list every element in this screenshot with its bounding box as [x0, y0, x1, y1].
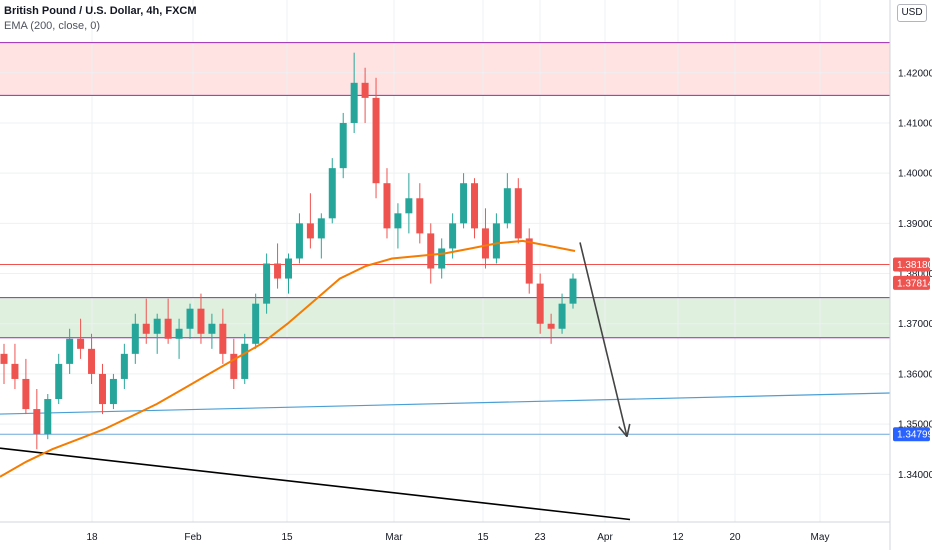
candle [219, 308, 227, 364]
candle [274, 243, 282, 289]
price-marker-label: 1.38180 [897, 260, 932, 271]
candle [350, 52, 358, 134]
time-tick-label: 23 [534, 532, 546, 543]
candle [295, 213, 303, 264]
candle [186, 303, 194, 339]
price-marker [893, 427, 930, 442]
price-tick-label: 1.40000 [898, 169, 932, 180]
currency-button[interactable]: USD [897, 4, 927, 22]
candle [252, 293, 260, 349]
candle [481, 208, 489, 269]
candle [55, 353, 63, 405]
candle [460, 173, 468, 229]
resistance-zone [0, 42, 890, 96]
price-tick-label: 1.42000 [898, 68, 932, 79]
projection-arrow-head [618, 426, 628, 438]
candle [372, 77, 380, 199]
candle [427, 223, 435, 284]
candle [153, 313, 161, 354]
time-tick-label: May [811, 532, 830, 543]
candle [98, 363, 106, 415]
projection-arrow [579, 242, 628, 437]
candle [525, 228, 533, 294]
chart-title: British Pound / U.S. Dollar, 4h, FXCM [4, 5, 197, 17]
time-tick-label: 20 [729, 532, 741, 543]
candle [558, 293, 566, 334]
candle [109, 373, 117, 410]
price-tick-label: 1.38000 [898, 269, 932, 280]
candle [197, 293, 205, 344]
price-marker [893, 275, 930, 290]
price-tick-label: 1.36000 [898, 369, 932, 380]
price-tick-label: 1.37000 [898, 319, 932, 330]
price-tick-label: 1.39000 [898, 219, 932, 230]
candle [492, 213, 500, 264]
candle [88, 333, 96, 384]
candle [263, 253, 271, 314]
projection-arrow-head [626, 423, 631, 437]
candle [547, 313, 555, 344]
chart-legend: British Pound / U.S. Dollar, 4h, FXCM EM… [4, 4, 197, 34]
candle [33, 388, 41, 450]
time-tick-label: 18 [86, 532, 98, 543]
time-tick-label: 15 [281, 532, 293, 543]
candle [11, 343, 19, 389]
price-marker [893, 257, 930, 272]
candle [0, 343, 8, 384]
price-tick-label: 1.35000 [898, 420, 932, 431]
price-marker-label: 1.34799 [897, 430, 932, 441]
candle [383, 168, 391, 239]
time-tick-label: Apr [597, 532, 613, 543]
candle [438, 238, 446, 279]
candle [394, 203, 402, 249]
candle [66, 328, 74, 374]
time-tick-label: Mar [385, 532, 403, 543]
candle [306, 193, 314, 249]
candle [536, 273, 544, 334]
candle [230, 338, 238, 389]
candle [208, 313, 216, 349]
candle [416, 183, 424, 244]
candle [285, 253, 292, 294]
price-tick-label: 1.41000 [898, 118, 932, 129]
candle [175, 318, 183, 359]
candle [361, 67, 369, 123]
candle [339, 112, 347, 179]
time-tick-label: 15 [477, 532, 489, 543]
candle [120, 343, 128, 389]
candle [22, 358, 30, 415]
candle [77, 318, 85, 359]
candle [164, 298, 172, 344]
blue-channel-line [0, 392, 891, 415]
price-tick-label: 1.34000 [898, 470, 932, 481]
price-marker-label: 1.37814 [897, 278, 932, 289]
time-tick-label: Feb [184, 532, 202, 543]
candle [44, 394, 52, 440]
ema-200-line [0, 239, 576, 478]
black-trendline [0, 447, 631, 521]
candle [471, 178, 479, 239]
candle [328, 158, 336, 224]
candle [514, 178, 522, 244]
candle [241, 333, 249, 384]
time-tick-label: 12 [672, 532, 684, 543]
indicator-label: EMA (200, close, 0) [4, 20, 100, 32]
candle [405, 173, 413, 234]
candle [317, 213, 325, 259]
candle [569, 273, 577, 309]
candle [503, 173, 511, 229]
candle [142, 298, 150, 344]
candle [131, 313, 139, 364]
